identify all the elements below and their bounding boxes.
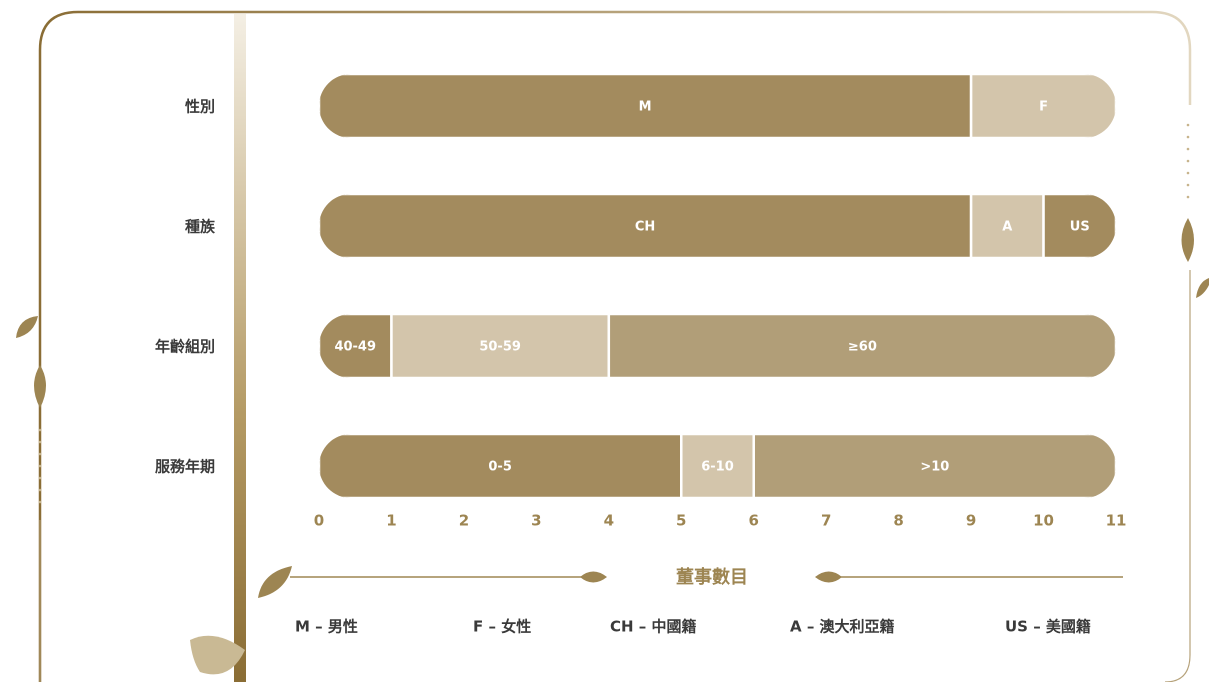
legend-entry: A – 澳大利亞籍 [790, 618, 895, 636]
x-axis-label: 董事數目 [676, 566, 748, 588]
segment-label: 6-10 [701, 460, 734, 475]
category-label: 種族 [185, 218, 216, 236]
bar-segment [680, 434, 755, 498]
x-tick-label: 4 [604, 512, 614, 530]
category-label: 性別 [185, 98, 215, 116]
legend-entry: US – 美國籍 [1005, 618, 1091, 636]
legend-entry: M – 男性 [295, 618, 358, 636]
bar-segment [607, 314, 1116, 378]
bar [319, 314, 1116, 378]
x-tick-label: 1 [386, 512, 396, 530]
segment-label: ≥60 [848, 340, 877, 355]
bar-segment [752, 434, 1116, 498]
category-label: 年齡組別 [155, 338, 215, 356]
category-label: 服務年期 [155, 458, 215, 476]
segment-label: 0-5 [488, 460, 512, 475]
bar-segment [319, 314, 393, 378]
segment-label: F [1039, 100, 1048, 115]
bar-segment [969, 194, 1045, 258]
segment-label: M [639, 100, 652, 115]
x-tick-label: 10 [1033, 512, 1054, 530]
bar-segment [969, 74, 1116, 138]
x-tick-label: 8 [893, 512, 903, 530]
bar [319, 434, 1116, 498]
bar [319, 194, 1116, 258]
bar [319, 74, 1116, 138]
segment-label: 50-59 [479, 340, 521, 355]
bar-segment [1042, 194, 1116, 258]
segment-label: >10 [920, 460, 949, 475]
x-tick-label: 3 [531, 512, 541, 530]
x-tick-label: 11 [1106, 512, 1127, 530]
decoration [16, 10, 1209, 682]
legend-entry: F – 女性 [473, 618, 531, 636]
x-tick-label: 6 [749, 512, 759, 530]
x-tick-label: 7 [821, 512, 831, 530]
x-tick-label: 2 [459, 512, 469, 530]
segment-label: 40-49 [334, 340, 376, 355]
x-tick-label: 9 [966, 512, 976, 530]
segment-label: US [1070, 220, 1090, 235]
segment-label: CH [635, 220, 655, 235]
segment-label: A [1002, 220, 1012, 235]
bar-segment [390, 314, 611, 378]
legend-entry: CH – 中國籍 [610, 618, 697, 636]
x-tick-label: 0 [314, 512, 324, 530]
x-tick-label: 5 [676, 512, 686, 530]
